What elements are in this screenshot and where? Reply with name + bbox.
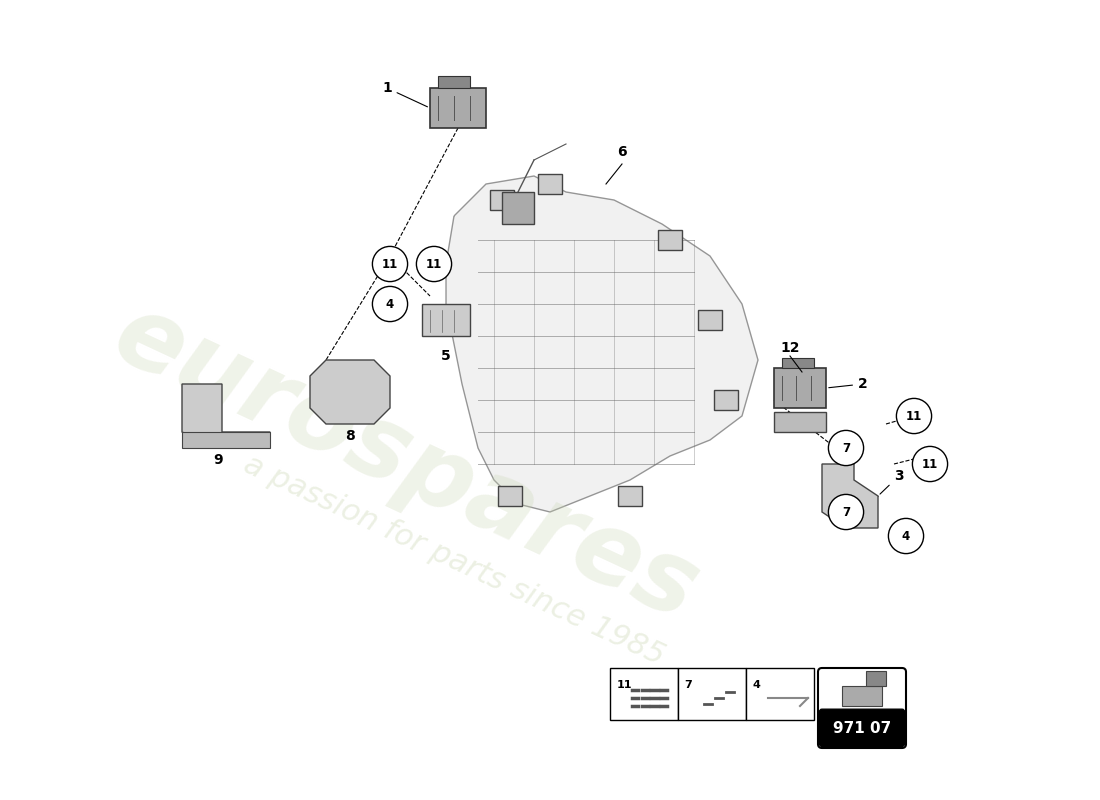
Text: 4: 4	[386, 298, 394, 310]
Bar	[490, 190, 514, 210]
Text: 11: 11	[426, 258, 442, 270]
Text: 4: 4	[752, 680, 760, 690]
Text: 7: 7	[842, 442, 850, 454]
Circle shape	[373, 246, 408, 282]
PathPatch shape	[446, 176, 758, 512]
Text: a passion for parts since 1985: a passion for parts since 1985	[239, 450, 669, 670]
Text: 5: 5	[441, 349, 451, 363]
Bar	[438, 76, 470, 88]
Bar	[502, 192, 534, 224]
Text: 12: 12	[780, 341, 800, 355]
Text: 6: 6	[617, 145, 627, 159]
Bar	[842, 686, 882, 706]
Text: 7: 7	[684, 680, 692, 690]
Text: 3: 3	[880, 469, 903, 494]
Bar	[498, 486, 522, 506]
Text: 2: 2	[828, 377, 868, 391]
Bar	[746, 668, 814, 720]
Bar	[430, 88, 486, 128]
Bar	[610, 668, 678, 720]
Circle shape	[417, 246, 452, 282]
Circle shape	[828, 430, 864, 466]
Bar	[866, 671, 886, 686]
Polygon shape	[182, 384, 270, 448]
Text: 4: 4	[902, 530, 910, 542]
Bar	[714, 390, 738, 410]
Circle shape	[912, 446, 947, 482]
FancyBboxPatch shape	[820, 709, 904, 746]
Text: 11: 11	[382, 258, 398, 270]
Text: 1: 1	[382, 81, 428, 107]
Text: 971 07: 971 07	[833, 721, 891, 736]
Bar	[678, 668, 746, 720]
Polygon shape	[822, 464, 878, 528]
Circle shape	[828, 494, 864, 530]
Text: 9: 9	[213, 453, 223, 467]
Circle shape	[889, 518, 924, 554]
Circle shape	[896, 398, 932, 434]
Bar	[658, 230, 682, 250]
Text: 7: 7	[842, 506, 850, 518]
Bar	[698, 310, 722, 330]
Bar	[618, 486, 642, 506]
Bar	[422, 304, 470, 336]
Bar	[182, 432, 270, 448]
Text: 11: 11	[616, 680, 631, 690]
FancyBboxPatch shape	[818, 668, 906, 748]
Bar	[782, 358, 814, 368]
Bar	[774, 412, 826, 432]
Text: 8: 8	[345, 429, 355, 443]
Circle shape	[373, 286, 408, 322]
Text: 11: 11	[906, 410, 922, 422]
Bar	[774, 368, 826, 408]
Text: 11: 11	[922, 458, 938, 470]
Polygon shape	[310, 360, 390, 424]
Text: eurospares: eurospares	[99, 286, 713, 642]
Bar	[538, 174, 562, 194]
